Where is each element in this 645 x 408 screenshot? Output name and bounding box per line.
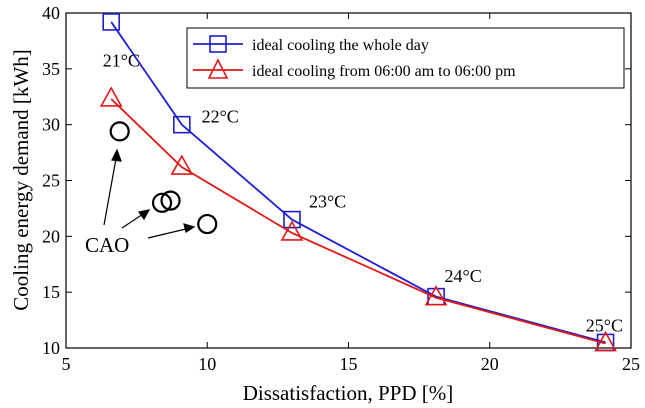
y-tick-label: 35 (42, 59, 60, 79)
x-axis: 5 10 15 20 25 (62, 13, 640, 374)
legend-label-blue: ideal cooling the whole day (252, 37, 429, 54)
y-tick-label: 15 (42, 282, 60, 302)
legend-triangle-marker (207, 58, 229, 79)
y-tick-label: 25 (42, 171, 60, 191)
cao-point (151, 192, 173, 213)
data-point-triangle (170, 154, 194, 175)
data-point-square (173, 115, 191, 134)
legend-label-red: ideal cooling from 06:00 am to 06:00 pm (252, 63, 516, 80)
x-tick-label: 25 (622, 354, 640, 374)
cao-points (109, 121, 218, 235)
temperature-label: 23°C (309, 191, 346, 211)
y-tick-label: 30 (42, 115, 60, 135)
cao-point (197, 213, 218, 235)
cao-arrow-1-head (111, 148, 122, 162)
data-point-triangle (594, 330, 617, 352)
temperature-label: 25°C (586, 315, 623, 335)
cao-arrow-3 (147, 227, 191, 239)
legend-box (186, 27, 625, 89)
y-axis: 10 15 20 25 30 35 40 (42, 3, 631, 358)
x-tick-label: 20 (481, 354, 499, 374)
temperature-label: 22°C (202, 106, 239, 126)
data-point-square (283, 210, 301, 229)
temperature-annotations: 21°C 22°C 23°C 24°C 25°C (103, 51, 623, 336)
series-line (110, 21, 606, 344)
temperature-label: 24°C (445, 266, 482, 286)
data-point-triangle (424, 285, 448, 306)
cao-label: CAO (85, 233, 129, 257)
y-tick-label: 10 (42, 338, 60, 358)
cao-arrow-3-head (183, 223, 196, 233)
cao-point (160, 190, 181, 211)
temperature-label: 21°C (103, 51, 140, 71)
data-point-triangle (99, 86, 123, 107)
cao-point (109, 121, 130, 142)
cao-arrows (103, 148, 196, 239)
series-line (110, 98, 606, 345)
x-tick-label: 15 (340, 354, 358, 374)
y-tick-label: 20 (42, 226, 60, 246)
x-axis-title: Dissatisfaction, PPD [%] (243, 381, 454, 405)
legend: ideal cooling the whole day ideal coolin… (186, 27, 625, 89)
data-point-triangle (280, 220, 304, 241)
y-axis-title: Cooling energy demand [kWh] (9, 49, 33, 310)
cao-arrow-2-head (137, 209, 151, 221)
y-tick-label: 40 (42, 3, 60, 23)
data-point-square (102, 13, 120, 31)
series-ideal-cooling-whole-day (102, 13, 615, 352)
series-ideal-cooling-daytime (99, 86, 617, 352)
x-tick-label: 5 (62, 354, 71, 374)
x-tick-label: 10 (198, 354, 216, 374)
cao-arrow-1 (103, 152, 118, 226)
legend-square-marker (209, 35, 227, 53)
